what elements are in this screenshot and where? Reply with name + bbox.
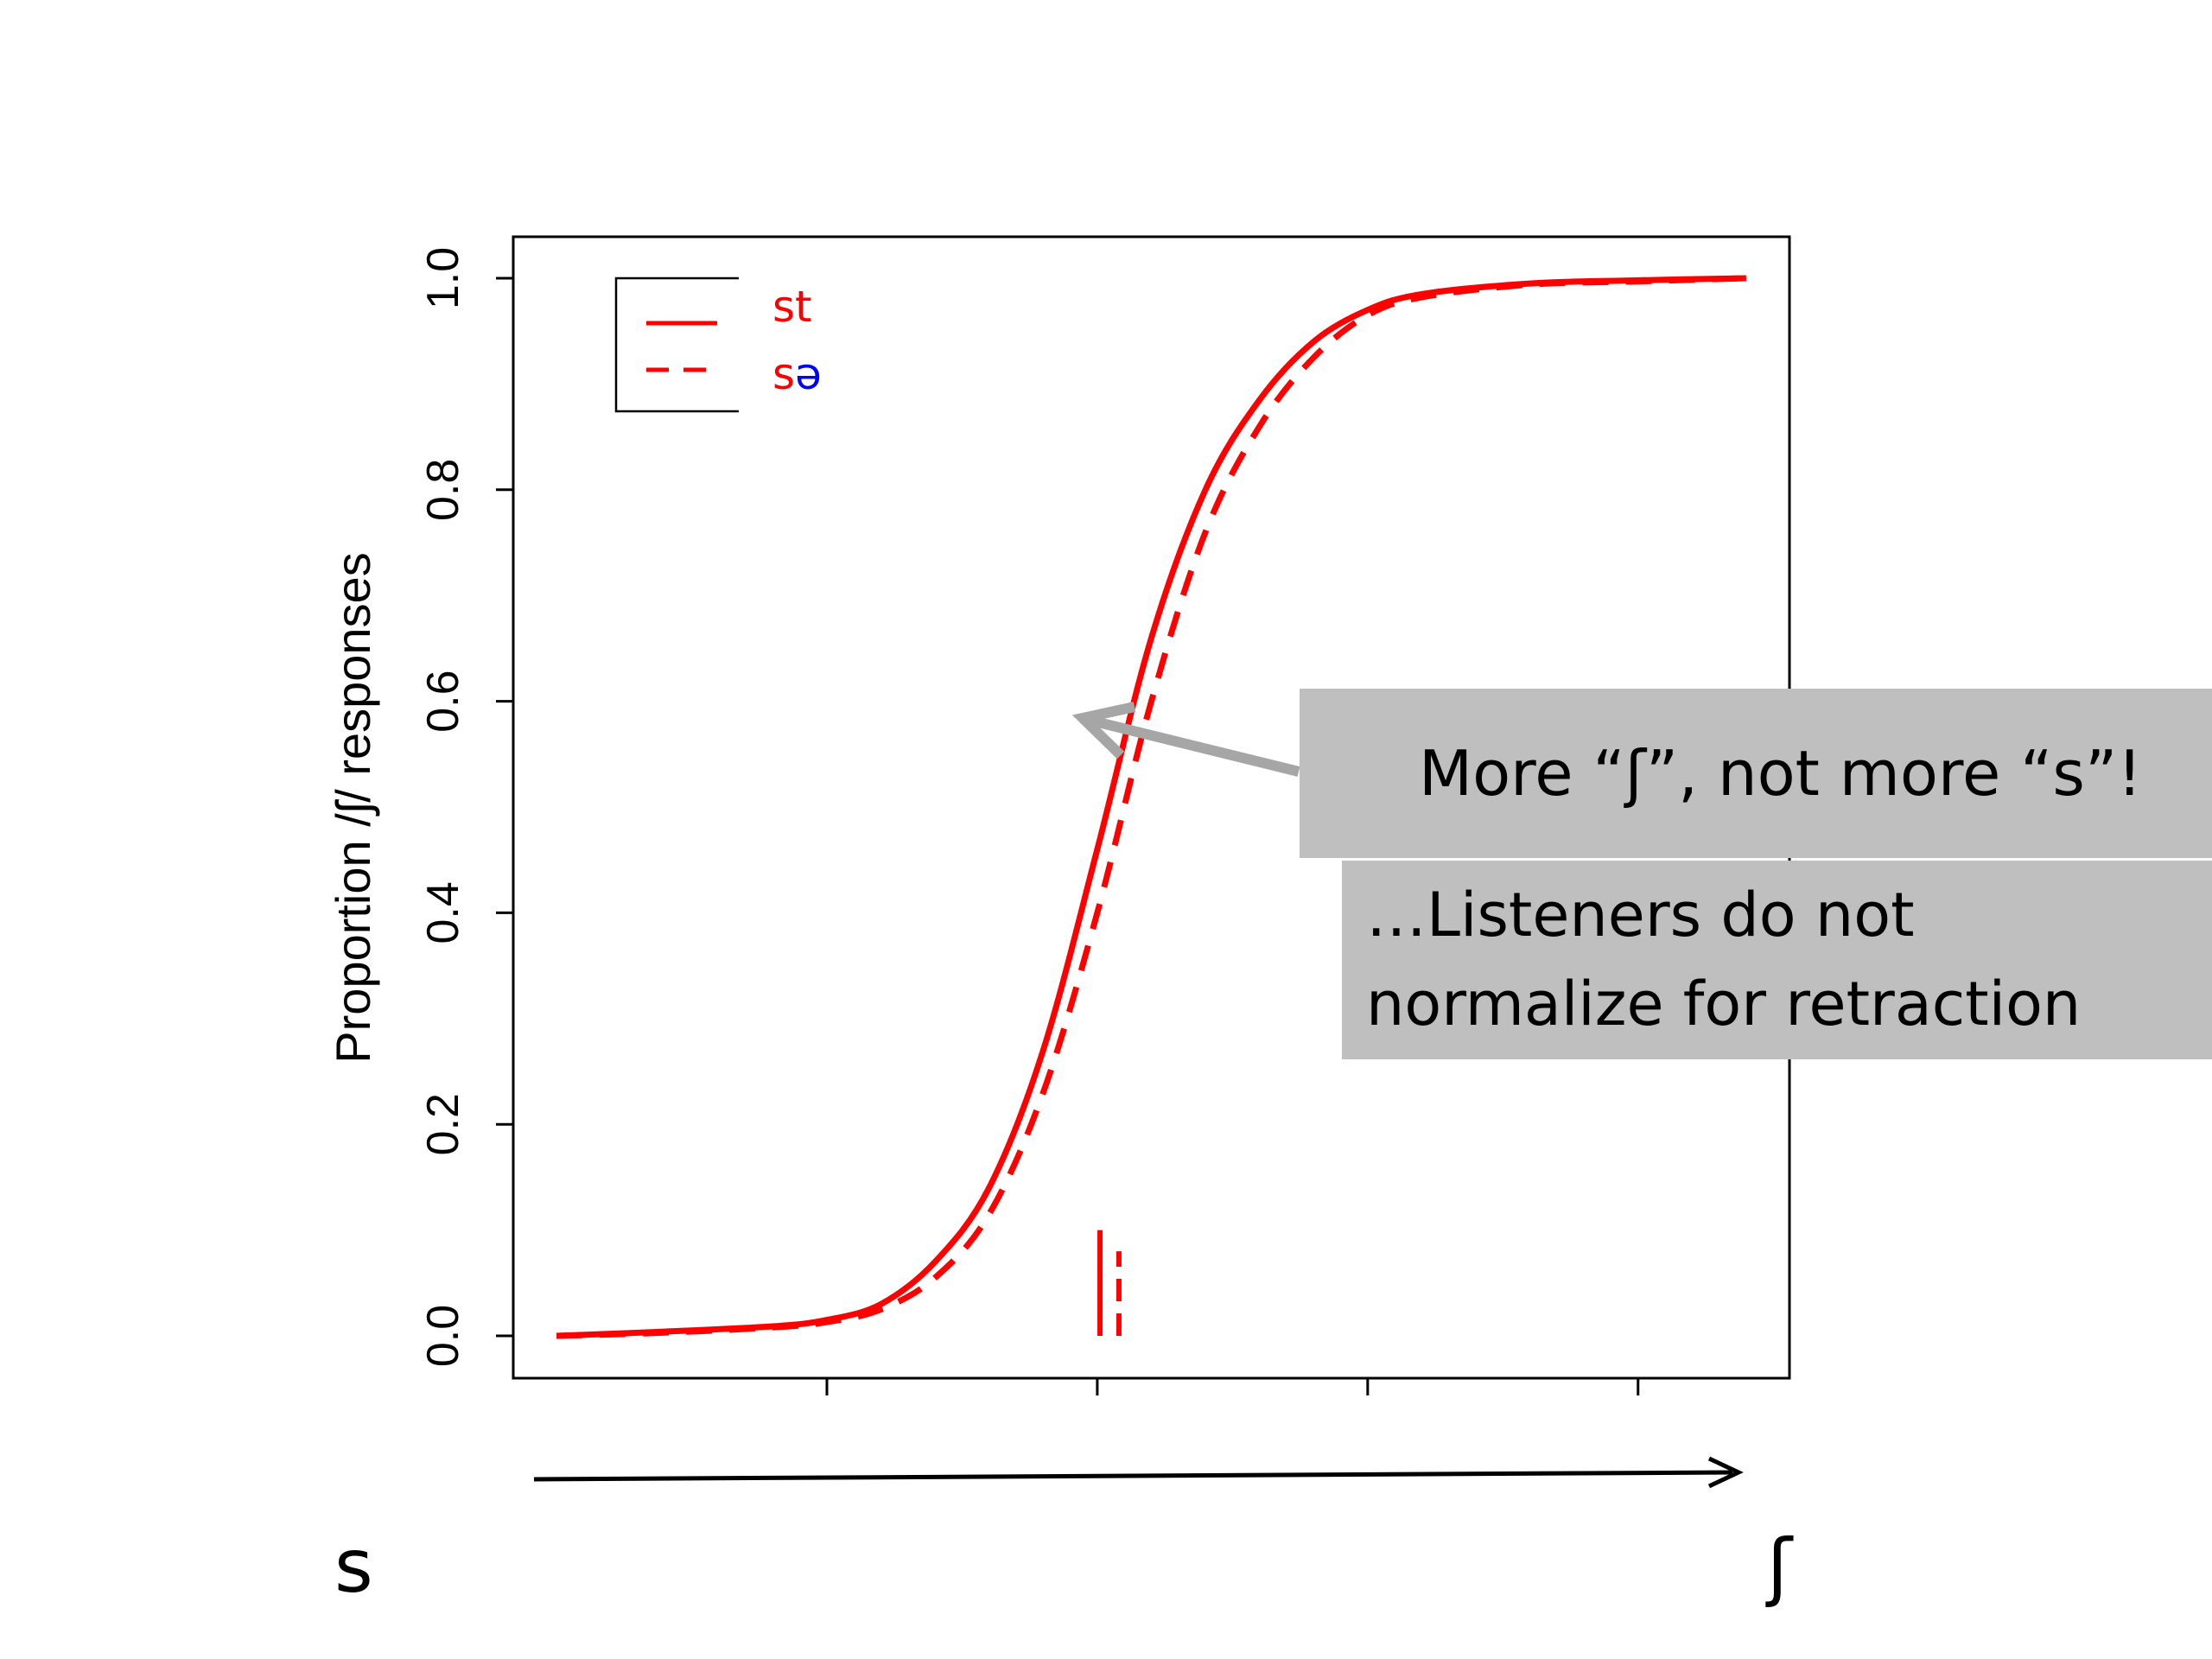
legend-label-sa: sə xyxy=(772,349,822,399)
callout-sub-line2: normalize for retraction xyxy=(1366,969,2082,1039)
continuum-left-label: s xyxy=(334,1523,373,1610)
callout-arrow-shaft xyxy=(1083,714,1300,777)
continuum-arrow-shaft xyxy=(533,1470,1733,1482)
callout-main-box: More “ʃ”, not more “s”! xyxy=(1300,689,2212,858)
y-tick-label-3: 0.6 xyxy=(418,670,468,732)
legend-box xyxy=(614,276,739,413)
continuum-right-label: ʃ xyxy=(1765,1523,1794,1610)
y-tick-label-4: 0.8 xyxy=(418,459,468,521)
callout-main-text: More “ʃ”, not more “s”! xyxy=(1419,737,2143,810)
callout-arrow-head xyxy=(1071,702,1136,760)
series-layer xyxy=(556,275,1747,1339)
y-tick-label-2: 0.4 xyxy=(418,881,468,944)
continuum-arrow-head xyxy=(1707,1456,1744,1489)
y-tick-label-5: 1.0 xyxy=(418,247,468,309)
callout-sub-line1: …Listeners do not xyxy=(1366,880,1915,950)
legend-label-sa-s: s xyxy=(772,349,795,399)
y-axis-title: Proportion /ʃ/ responses xyxy=(326,552,380,1063)
y-tick-label-0: 0.0 xyxy=(418,1305,468,1367)
x-axis xyxy=(825,1378,1640,1395)
y-tick-label-1: 0.2 xyxy=(418,1093,468,1155)
legend-label-st: st xyxy=(772,282,812,332)
callout-sub-box: …Listeners do not normalize for retracti… xyxy=(1342,861,2212,1059)
callout-arrow xyxy=(1071,702,1300,777)
series-line-sa xyxy=(556,275,1747,1339)
boundary-markers xyxy=(1097,1230,1122,1336)
continuum-arrow xyxy=(533,1456,1744,1489)
y-axis: 0.0 0.2 0.4 0.6 0.8 1.0 xyxy=(418,247,513,1367)
legend: st sə xyxy=(614,276,822,413)
legend-label-sa-schwa: ə xyxy=(795,349,822,399)
